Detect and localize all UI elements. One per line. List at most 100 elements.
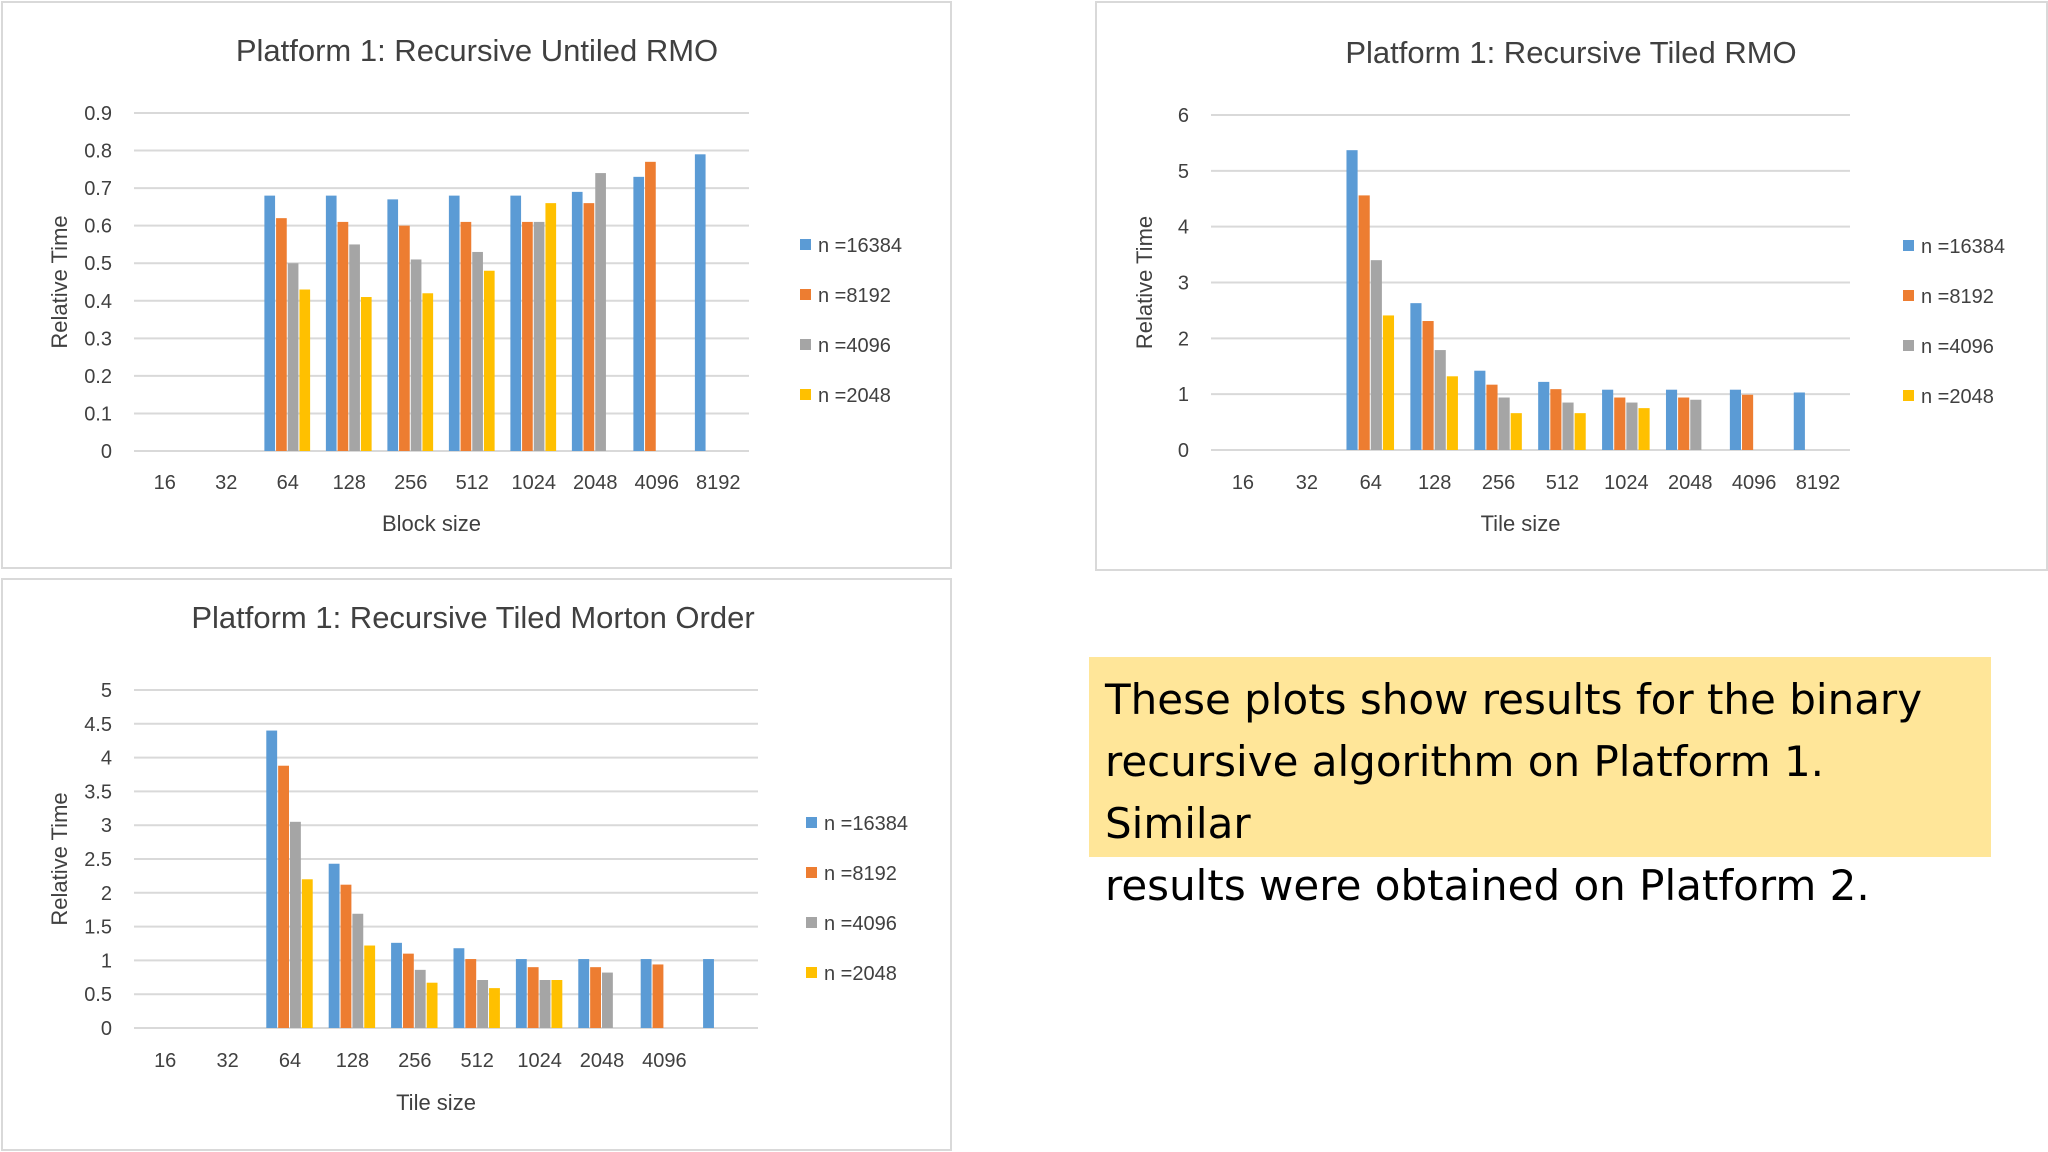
bar	[1346, 150, 1358, 451]
bar	[1665, 389, 1678, 450]
bar	[1742, 394, 1754, 450]
bar	[510, 195, 522, 451]
bar	[278, 765, 289, 1028]
y-tick-label: 0.2	[84, 366, 112, 388]
legend-swatch	[806, 817, 817, 828]
bar	[595, 173, 606, 452]
bar	[299, 289, 311, 451]
y-tick-label: 0.4	[84, 291, 112, 313]
x-tick-label: 2048	[1668, 472, 1713, 494]
x-tick-label: 32	[215, 472, 237, 494]
bar	[426, 982, 438, 1028]
bar	[453, 948, 465, 1028]
bar	[578, 959, 590, 1028]
x-tick-label: 512	[461, 1050, 494, 1072]
bar	[1510, 413, 1522, 450]
bar	[545, 203, 557, 451]
y-axis-label: Relative Time	[1132, 216, 1157, 349]
chart-title: Platform 1: Recursive Untiled RMO	[236, 33, 718, 68]
x-tick-label: 2048	[580, 1050, 625, 1072]
bar	[1358, 195, 1370, 450]
y-tick-label: 0.3	[84, 328, 112, 350]
y-tick-label: 3.5	[84, 781, 112, 803]
x-tick-label: 1024	[517, 1050, 562, 1072]
note-line-2: recursive algorithm on Platform 1. Simil…	[1105, 737, 1825, 848]
bar	[1626, 402, 1638, 450]
x-tick-label: 1024	[1604, 472, 1649, 494]
bar	[652, 964, 664, 1028]
bar	[1638, 408, 1650, 450]
x-tick-label: 4096	[635, 472, 680, 494]
y-tick-label: 1	[1178, 384, 1189, 406]
y-tick-label: 2.5	[84, 849, 112, 871]
y-axis-label: Relative Time	[47, 792, 72, 925]
y-tick-label: 0.1	[84, 403, 112, 425]
chart-title: Platform 1: Recursive Tiled Morton Order	[191, 600, 754, 635]
bar	[489, 988, 500, 1028]
x-tick-label: 2048	[573, 472, 618, 494]
bar	[571, 191, 583, 451]
x-tick-label: 8192	[1796, 472, 1841, 494]
y-tick-label: 1	[101, 950, 112, 972]
bar	[391, 942, 402, 1028]
bar	[1729, 389, 1742, 450]
y-tick-label: 2	[1178, 328, 1189, 350]
bar	[533, 221, 545, 451]
bar	[349, 244, 360, 451]
bar	[515, 959, 527, 1028]
bar	[1370, 260, 1382, 450]
x-axis-label: Tile size	[396, 1090, 476, 1115]
y-tick-label: 6	[1178, 105, 1189, 127]
y-tick-label: 2	[101, 883, 112, 905]
legend-label: n =16384	[1921, 236, 2005, 258]
bar	[1550, 389, 1562, 450]
x-tick-label: 16	[154, 1050, 176, 1072]
legend-swatch	[1903, 290, 1914, 301]
x-tick-label: 32	[216, 1050, 238, 1072]
bar	[640, 959, 652, 1028]
x-tick-label: 64	[277, 472, 299, 494]
bar	[527, 967, 539, 1028]
note-line-3: results were obtained on Platform 2.	[1105, 861, 1870, 910]
x-axis-label: Block size	[382, 511, 481, 536]
bar	[483, 270, 495, 451]
legend-label: n =4096	[824, 913, 897, 935]
legend-label: n =2048	[1921, 386, 1994, 408]
y-tick-label: 4	[101, 748, 112, 770]
x-tick-label: 64	[279, 1050, 301, 1072]
bar	[402, 953, 414, 1028]
legend-swatch	[806, 967, 817, 978]
bar	[1678, 397, 1690, 450]
bar	[1793, 392, 1805, 450]
bar	[448, 195, 460, 451]
bar	[328, 863, 340, 1028]
x-tick-label: 512	[1546, 472, 1579, 494]
y-tick-label: 0.9	[84, 103, 112, 125]
bar	[551, 980, 563, 1028]
x-tick-label: 128	[1418, 472, 1451, 494]
bar	[645, 161, 656, 452]
x-tick-label: 128	[333, 472, 366, 494]
bar	[1562, 402, 1574, 450]
legend-label: n =4096	[1921, 336, 1994, 358]
bar	[522, 221, 533, 451]
bar	[1434, 350, 1446, 450]
x-tick-label: 4096	[1732, 472, 1777, 494]
legend-label: n =16384	[824, 813, 908, 835]
x-axis-label: Tile size	[1481, 511, 1561, 536]
summary-note: These plots show results for the binary …	[1089, 657, 1991, 910]
chart-recursive-tiled-rmo: Platform 1: Recursive Tiled RMO Relative …	[1095, 1, 2048, 571]
legend-swatch	[806, 867, 817, 878]
x-tick-label: 32	[1296, 472, 1318, 494]
x-tick-label: 4096	[642, 1050, 687, 1072]
x-tick-label: 64	[1360, 472, 1382, 494]
bar	[477, 980, 489, 1028]
legend-swatch	[806, 917, 817, 928]
bar	[399, 225, 410, 451]
y-tick-label: 0	[1178, 440, 1189, 462]
x-tick-label: 256	[1482, 472, 1515, 494]
y-tick-label: 0	[101, 1018, 112, 1040]
bar	[460, 221, 472, 451]
bar	[1382, 315, 1395, 450]
legend-label: n =8192	[1921, 286, 1994, 308]
